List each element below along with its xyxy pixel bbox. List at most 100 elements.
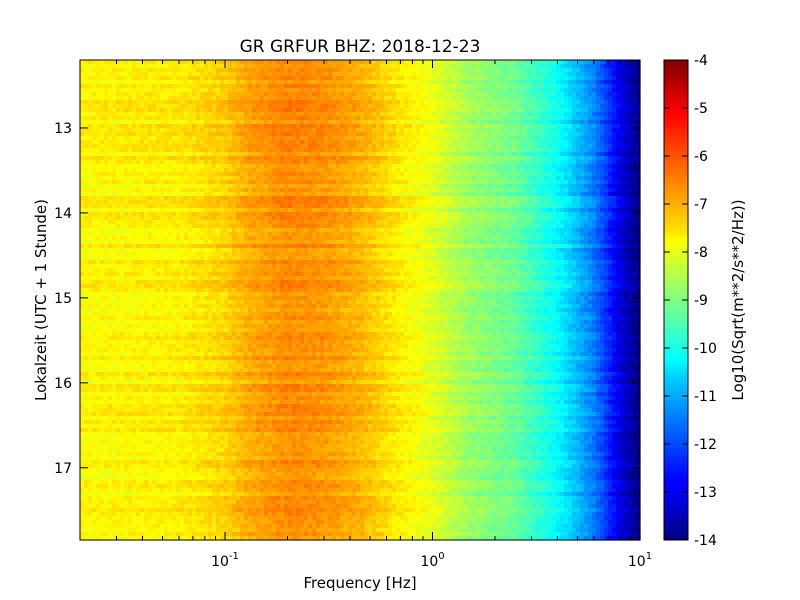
heatmap-cell [520, 144, 525, 149]
heatmap-cell [140, 80, 145, 85]
heatmap-cell [532, 80, 537, 85]
heatmap-cell [108, 68, 113, 73]
heatmap-cell [188, 184, 193, 189]
heatmap-cell [168, 168, 173, 173]
heatmap-cell [472, 180, 477, 185]
heatmap-cell [604, 172, 609, 177]
heatmap-cell [496, 156, 501, 161]
heatmap-cell [328, 168, 333, 173]
heatmap-cell [368, 160, 373, 165]
heatmap-cell [588, 68, 593, 73]
heatmap-cell [456, 160, 461, 165]
heatmap-cell [476, 96, 481, 101]
heatmap-cell [460, 100, 465, 105]
heatmap-cell [364, 168, 369, 173]
heatmap-cell [312, 188, 317, 193]
heatmap-cell [508, 148, 513, 153]
heatmap-cell [532, 64, 537, 69]
heatmap-cell [484, 132, 489, 137]
heatmap-cell [540, 172, 545, 177]
heatmap-cell [264, 120, 269, 125]
heatmap-cell [200, 76, 205, 81]
heatmap-cell [500, 140, 505, 145]
heatmap-cell [404, 64, 409, 69]
heatmap-cell [420, 120, 425, 125]
heatmap-cell [548, 168, 553, 173]
heatmap-cell [492, 100, 497, 105]
heatmap-cell [496, 108, 501, 113]
heatmap-cell [632, 168, 637, 173]
heatmap-cell [256, 92, 261, 97]
heatmap-cell [260, 116, 265, 121]
heatmap-cell [80, 196, 85, 201]
heatmap-cell [328, 184, 333, 189]
heatmap-cell [140, 124, 145, 129]
heatmap-cell [524, 192, 529, 197]
heatmap-cell [600, 80, 605, 85]
heatmap-cell [184, 168, 189, 173]
heatmap-cell [412, 116, 417, 121]
heatmap-cell [340, 128, 345, 133]
heatmap-cell [112, 132, 117, 137]
heatmap-cell [616, 140, 621, 145]
heatmap-cell [508, 76, 513, 81]
heatmap-cell [100, 88, 105, 93]
heatmap-cell [332, 104, 337, 109]
heatmap-cell [600, 104, 605, 109]
heatmap-cell [344, 88, 349, 93]
heatmap-cell [332, 124, 337, 129]
heatmap-cell [236, 108, 241, 113]
heatmap-cell [496, 76, 501, 81]
heatmap-cell [372, 164, 377, 169]
heatmap-cell [344, 140, 349, 145]
heatmap-cell [404, 168, 409, 173]
heatmap-cell [92, 172, 97, 177]
heatmap-cell [368, 64, 373, 69]
heatmap-cell [172, 88, 177, 93]
heatmap-cell [332, 84, 337, 89]
heatmap-cell [80, 88, 85, 93]
heatmap-cell [304, 168, 309, 173]
heatmap-cell [576, 152, 581, 157]
heatmap-cell [140, 192, 145, 197]
heatmap-cell [632, 84, 637, 89]
heatmap-cell [488, 164, 493, 169]
heatmap-cell [556, 132, 561, 137]
heatmap-cell [504, 76, 509, 81]
heatmap-cell [344, 180, 349, 185]
heatmap-cell [120, 140, 125, 145]
heatmap-cell [440, 120, 445, 125]
heatmap-cell [276, 64, 281, 69]
heatmap-cell [520, 116, 525, 121]
heatmap-cell [468, 60, 473, 65]
heatmap-cell [140, 108, 145, 113]
heatmap-cell [368, 192, 373, 197]
heatmap-cell [116, 148, 121, 153]
heatmap-cell [352, 108, 357, 113]
heatmap-cell [596, 124, 601, 129]
heatmap-cell [176, 168, 181, 173]
heatmap-cell [348, 120, 353, 125]
heatmap-cell [200, 112, 205, 117]
heatmap-cell [328, 152, 333, 157]
heatmap-cell [512, 72, 517, 77]
heatmap-cell [348, 88, 353, 93]
heatmap-cell [148, 176, 153, 181]
heatmap-cell [636, 160, 641, 165]
heatmap-cell [268, 160, 273, 165]
heatmap-cell [208, 192, 213, 197]
heatmap-cell [88, 148, 93, 153]
heatmap-cell [544, 172, 549, 177]
heatmap-cell [524, 164, 529, 169]
heatmap-cell [272, 128, 277, 133]
heatmap-cell [468, 132, 473, 137]
heatmap-cell [584, 128, 589, 133]
heatmap-cell [504, 172, 509, 177]
heatmap-cell [108, 92, 113, 97]
heatmap-cell [400, 132, 405, 137]
heatmap-cell [100, 96, 105, 101]
heatmap-cell [176, 148, 181, 153]
heatmap-cell [192, 196, 197, 201]
heatmap-cell [592, 140, 597, 145]
heatmap-cell [276, 108, 281, 113]
